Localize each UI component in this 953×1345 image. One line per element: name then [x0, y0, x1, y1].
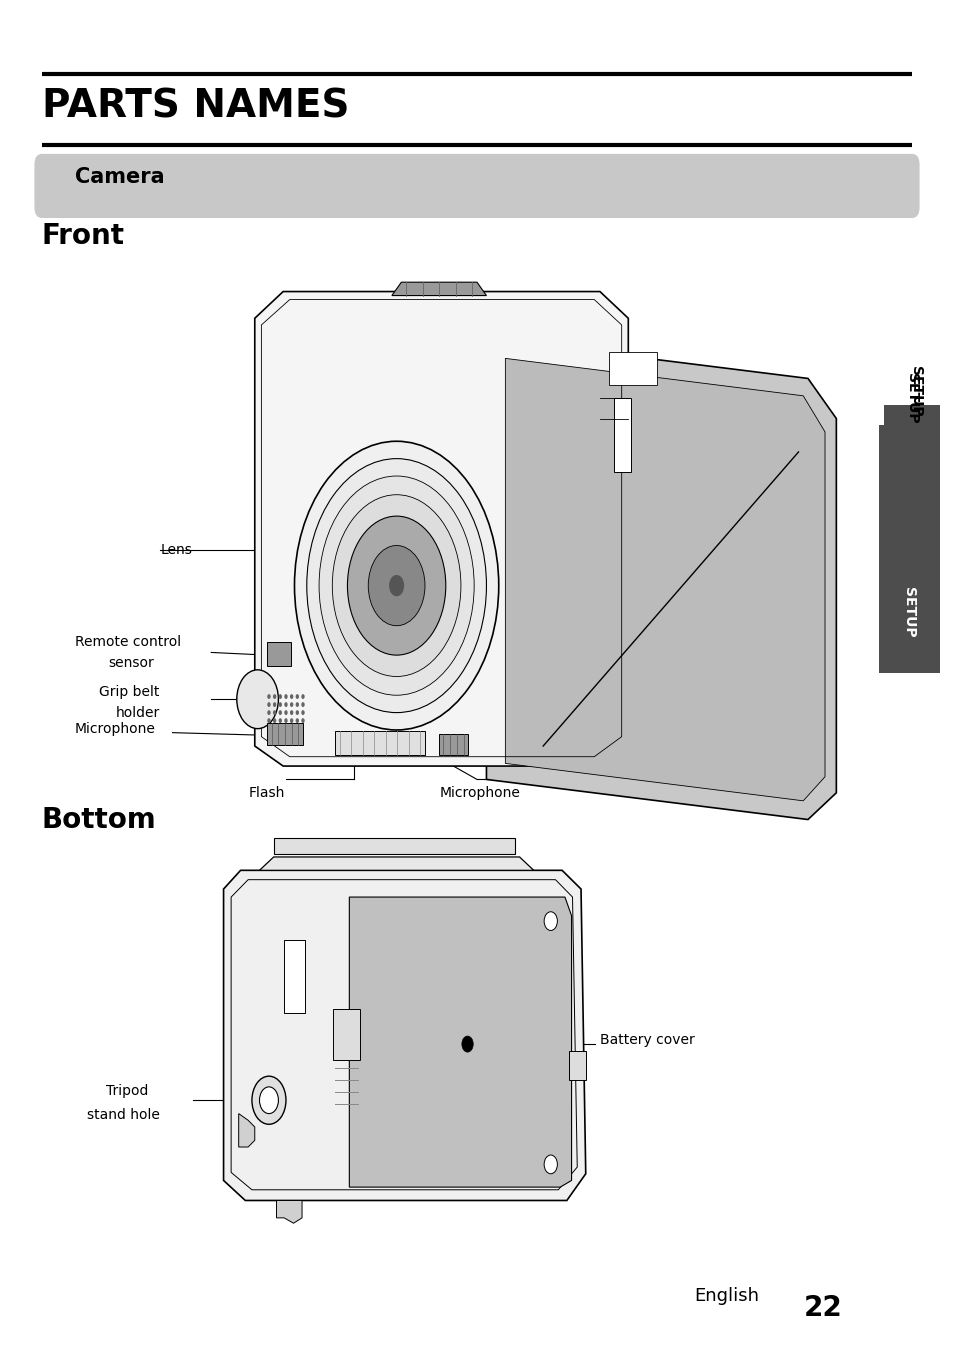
Text: SETUP: SETUP — [904, 373, 918, 424]
Text: holder: holder — [115, 706, 160, 720]
Polygon shape — [276, 1201, 302, 1223]
Circle shape — [301, 694, 304, 699]
Text: Microphone: Microphone — [75, 722, 155, 736]
Polygon shape — [486, 339, 836, 819]
Text: stand hole: stand hole — [88, 1108, 160, 1122]
Text: 22: 22 — [802, 1294, 841, 1322]
Text: Microphone: Microphone — [438, 785, 519, 800]
Circle shape — [347, 516, 445, 655]
Circle shape — [278, 710, 282, 716]
Text: Front: Front — [42, 222, 125, 250]
Polygon shape — [505, 358, 824, 800]
Text: Zoom switch: Zoom switch — [315, 296, 404, 309]
Circle shape — [301, 718, 304, 724]
Circle shape — [236, 670, 278, 729]
Circle shape — [278, 718, 282, 724]
Circle shape — [368, 546, 424, 625]
Polygon shape — [259, 857, 533, 870]
Circle shape — [290, 710, 293, 716]
Circle shape — [267, 718, 271, 724]
Circle shape — [267, 702, 271, 707]
Circle shape — [543, 912, 557, 931]
Circle shape — [267, 694, 271, 699]
Circle shape — [295, 702, 298, 707]
Circle shape — [301, 702, 304, 707]
Circle shape — [307, 459, 486, 713]
Circle shape — [252, 1076, 286, 1124]
Text: Flash: Flash — [248, 785, 284, 800]
Circle shape — [332, 495, 460, 677]
Text: sensor: sensor — [108, 656, 153, 670]
Bar — [284, 940, 305, 1013]
Polygon shape — [254, 292, 628, 767]
Bar — [274, 838, 515, 854]
Bar — [333, 1009, 359, 1060]
Bar — [878, 425, 940, 672]
Circle shape — [259, 1087, 278, 1114]
Bar — [568, 1050, 585, 1080]
Circle shape — [389, 574, 404, 596]
Bar — [267, 642, 291, 666]
Circle shape — [273, 702, 276, 707]
Bar — [267, 724, 303, 745]
Circle shape — [284, 710, 288, 716]
Text: SETUP: SETUP — [902, 586, 915, 638]
Circle shape — [273, 694, 276, 699]
Circle shape — [295, 694, 298, 699]
Circle shape — [295, 710, 298, 716]
Circle shape — [284, 718, 288, 724]
Text: Grip belt: Grip belt — [98, 685, 159, 698]
Polygon shape — [392, 282, 486, 296]
Polygon shape — [349, 897, 571, 1188]
Circle shape — [318, 476, 474, 695]
Circle shape — [461, 1036, 473, 1052]
Circle shape — [278, 702, 282, 707]
Circle shape — [295, 718, 298, 724]
Text: Tripod: Tripod — [106, 1084, 149, 1099]
Text: SETUP: SETUP — [908, 366, 923, 417]
Circle shape — [290, 702, 293, 707]
Bar — [882, 405, 940, 619]
Polygon shape — [223, 870, 585, 1201]
Bar — [609, 351, 656, 385]
Bar — [438, 734, 467, 756]
Circle shape — [284, 702, 288, 707]
Circle shape — [543, 1155, 557, 1174]
Circle shape — [267, 710, 271, 716]
Text: English: English — [694, 1287, 759, 1306]
Text: Monitor unit: Monitor unit — [705, 398, 789, 413]
Text: [T/○]/[W/⬛⬛ ]: [T/○]/[W/⬛⬛ ] — [305, 316, 395, 330]
Text: Bottom: Bottom — [42, 806, 156, 834]
Bar — [614, 398, 631, 472]
Circle shape — [294, 441, 498, 730]
Circle shape — [284, 694, 288, 699]
Circle shape — [273, 718, 276, 724]
Circle shape — [290, 694, 293, 699]
Text: Lens: Lens — [160, 543, 192, 557]
Circle shape — [273, 710, 276, 716]
Text: PARTS NAMES: PARTS NAMES — [42, 87, 349, 125]
Circle shape — [278, 694, 282, 699]
Text: Camera: Camera — [75, 167, 165, 187]
FancyBboxPatch shape — [34, 153, 919, 218]
Polygon shape — [238, 1114, 254, 1147]
Text: Battery cover: Battery cover — [599, 1033, 694, 1048]
Circle shape — [290, 718, 293, 724]
Bar — [335, 732, 424, 756]
Text: Remote control: Remote control — [75, 635, 181, 650]
Circle shape — [301, 710, 304, 716]
